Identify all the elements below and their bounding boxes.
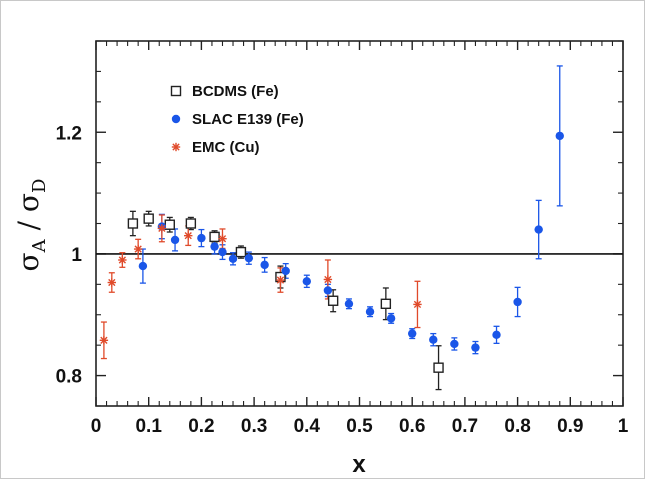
data-point-emc — [184, 231, 193, 240]
data-point-emc — [276, 275, 285, 285]
data-point-slac — [138, 261, 148, 271]
data-point-emc — [107, 278, 117, 287]
x-tick-label: 0 — [91, 416, 102, 437]
legend-marker-emc — [171, 142, 181, 152]
legend-symbol-bcdms — [170, 85, 182, 97]
data-point-slac — [281, 266, 290, 276]
y-tick-label: 1 — [71, 245, 82, 266]
data-point-slac — [408, 329, 417, 338]
y-axis-label: σA / σD — [12, 179, 50, 272]
y-label-sigma-d: σ — [12, 193, 45, 212]
data-point-slac — [492, 330, 501, 340]
data-point-bcdms — [185, 218, 197, 229]
data-point-emc — [413, 300, 422, 309]
data-point-bcdms — [164, 219, 175, 230]
legend-symbol-emc — [171, 142, 181, 152]
x-tick-label: 0.7 — [452, 416, 478, 437]
x-tick-label: 1 — [618, 416, 629, 437]
legend-marker-slac — [171, 114, 181, 124]
y-label-sub-a: A — [29, 238, 50, 253]
data-point-bcdms — [235, 246, 247, 258]
data-point-bcdms — [380, 298, 392, 309]
data-point-slac — [534, 225, 543, 234]
y-label-sigma-a: σ — [12, 252, 45, 271]
data-point-slac — [450, 339, 459, 349]
legend-label-slac: SLAC E139 (Fe) — [192, 111, 304, 128]
data-point-bcdms — [127, 218, 139, 229]
x-tick-label: 0.1 — [135, 416, 162, 437]
data-points — [99, 131, 564, 373]
data-point-bcdms — [209, 231, 220, 243]
data-point-emc — [99, 336, 109, 345]
y-label-sub-d: D — [29, 179, 50, 193]
legend-label-emc: EMC (Cu) — [192, 139, 260, 156]
data-point-slac — [260, 260, 269, 270]
data-point-emc — [323, 275, 333, 284]
x-tick-label: 0.6 — [399, 416, 425, 437]
legend-symbol-slac — [171, 114, 181, 124]
legend: BCDMS (Fe) SLAC E139 (Fe) EMC (Cu) — [170, 83, 304, 156]
data-point-slac — [344, 299, 354, 308]
legend-label-bcdms: BCDMS (Fe) — [192, 83, 279, 100]
data-point-slac — [365, 307, 375, 316]
legend-marker-bcdms — [170, 85, 182, 97]
data-point-slac — [170, 235, 180, 245]
data-point-slac — [386, 314, 396, 323]
data-point-slac — [302, 277, 311, 286]
data-point-slac — [218, 247, 227, 257]
axis-ticks: 0 0.1 0.2 0.3 0.4 0.5 0.6 0.7 0.8 0.9 1 0.8 1 1.2 — [56, 40, 629, 437]
data-point-bcdms — [143, 213, 154, 224]
data-point-bcdms — [433, 362, 444, 373]
x-axis-label: x — [352, 451, 366, 478]
data-point-emc — [157, 224, 167, 233]
data-point-slac — [210, 242, 219, 251]
data-point-emc — [118, 255, 127, 265]
data-point-slac — [323, 286, 333, 295]
data-point-slac — [429, 335, 438, 344]
data-point-slac — [513, 297, 522, 307]
data-point-emc — [218, 234, 227, 243]
x-tick-label: 0.4 — [294, 416, 321, 437]
data-point-emc — [133, 244, 143, 254]
data-point-slac — [555, 131, 564, 141]
x-tick-label: 0.9 — [557, 416, 583, 437]
data-point-slac — [471, 343, 480, 352]
y-tick-label: 0.8 — [56, 367, 82, 388]
x-tick-label: 0.3 — [241, 416, 267, 437]
x-tick-label: 0.2 — [188, 416, 214, 437]
data-point-slac — [228, 254, 238, 263]
data-point-slac — [197, 233, 206, 243]
x-tick-label: 0.8 — [504, 416, 530, 437]
x-tick-label: 0.5 — [346, 416, 373, 437]
data-point-slac — [244, 253, 254, 263]
data-point-bcdms — [327, 295, 339, 306]
y-tick-label: 1.2 — [56, 123, 82, 144]
y-label-slash: / — [12, 212, 45, 239]
